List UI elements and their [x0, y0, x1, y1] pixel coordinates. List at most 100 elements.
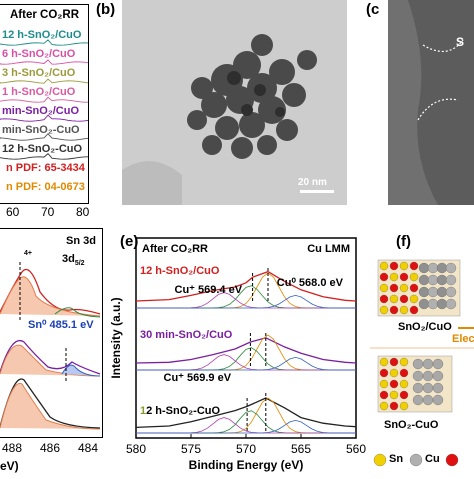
atom-bottom-sn-47: [399, 390, 409, 400]
scale-bar: [300, 190, 334, 193]
atom-top-sn-13: [389, 294, 399, 304]
panel-e-annotation-0: Cu⁺ 569.4 eV: [175, 284, 243, 296]
panel-e-component-0-2: [136, 292, 356, 309]
panel-e-component-2-3: [136, 419, 356, 434]
panel-e-letter: (e): [120, 233, 139, 250]
panel-e-ylabel: Intensity (a.u.): [109, 297, 123, 378]
atom-top-cu-20: [418, 262, 430, 274]
atom-bottom-cu-53: [432, 358, 444, 370]
panel-d-frame: [0, 228, 103, 438]
atom-top-sn-8: [379, 283, 389, 293]
atom-top-sn-15: [409, 294, 419, 304]
panel-d-spectra: [0, 262, 101, 430]
atom-bottom-cu-55: [422, 370, 434, 382]
panel-e-component-2-2: [136, 417, 356, 434]
atom-bottom-sn-41: [399, 368, 409, 378]
atom-top-cu-32: [418, 298, 430, 310]
panel-a-label-7: n PDF: 65-3434: [6, 162, 85, 174]
panel-d-peak-text: 3d: [62, 253, 75, 265]
panel-e-sample-1: 30 min-SnO₂/CuO: [140, 329, 233, 341]
panel-d-peak-sub: 5/2: [74, 260, 85, 268]
panel-f: SnO₂/CuO SnO₂-CuO Elect Sn Cu: [370, 252, 474, 474]
atom-top-sn-0: [379, 261, 389, 271]
panel-a-label-6: 12 h-SnO₂-CuO: [2, 143, 83, 155]
panel-a-label-0: 12 h-SnO₂/CuO: [2, 29, 82, 41]
panel-a: After CO₂RR 12 h-SnO₂/CuO 6 h-SnO₂/CuO 3 h…: [0, 0, 90, 218]
atom-bottom-sn-48: [379, 401, 389, 411]
panel-e-x-tick-2: 570: [236, 442, 256, 456]
panel-e: 580 575 570 565 560 Binding Energy (eV) Intens…: [106, 228, 376, 474]
panel-d-header: Sn 3d: [66, 235, 96, 247]
atom-top-cu-25: [427, 274, 439, 286]
atom-bottom-cu-51: [412, 358, 424, 370]
panel-e-sample-0: 12 h-SnO₂/CuO: [140, 265, 220, 277]
atom-top-sn-3: [409, 261, 419, 271]
panel-b-letter: (b): [96, 1, 116, 18]
panel-e-component-1-3: [136, 356, 356, 371]
atom-top-sn-18: [399, 305, 409, 315]
panel-a-label-5: min-SnO₂-CuO: [2, 124, 80, 136]
tem-particles: [122, 0, 347, 205]
atom-bottom-sn-49: [389, 401, 399, 411]
atom-bottom-cu-52: [422, 358, 434, 370]
atom-bottom-sn-36: [379, 357, 389, 367]
panel-e-annotation-1: Cu⁰ 568.0 eV: [277, 277, 344, 289]
panel-a-label-4: min-SnO₂/CuO: [2, 105, 79, 117]
panel-a-label-3: 1 h-SnO₂/CuO: [2, 86, 76, 98]
panel-a-trace-2: [0, 78, 88, 84]
atom-top-sn-16: [379, 305, 389, 315]
panel-d-x-unit: eV): [0, 459, 19, 473]
atom-top-cu-28: [418, 286, 430, 298]
atom-top-sn-12: [379, 294, 389, 304]
panel-e-sample-2: 12 h-SnO₂-CuO: [140, 405, 221, 417]
hrtem-overlay-label: S: [456, 35, 465, 49]
panel-e-series-2: [135, 397, 357, 429]
panel-e-x-tick-0: 580: [126, 442, 146, 456]
atom-bottom-cu-60: [412, 394, 424, 406]
atom-top-sn-14: [399, 294, 409, 304]
atom-top-cu-31: [445, 286, 457, 298]
panel-a-trace-3: [0, 96, 88, 103]
legend-atom-1: [409, 453, 423, 467]
legend-label-1: Cu: [425, 453, 440, 465]
atom-bottom-sn-39: [379, 368, 389, 378]
atom-top-cu-34: [436, 298, 448, 310]
atom-bottom-sn-40: [389, 368, 399, 378]
panel-a-trace-6: [0, 152, 88, 160]
electron-side-text: Elect: [452, 333, 474, 345]
atom-top-sn-5: [389, 272, 399, 282]
model-top-label: SnO₂/CuO: [398, 321, 452, 333]
atom-bottom-sn-45: [379, 390, 389, 400]
atom-top-cu-35: [445, 298, 457, 310]
atom-top-sn-6: [399, 272, 409, 282]
panel-d-peak-label-top: 4+: [24, 250, 32, 257]
hrtem-lattice: [388, 0, 474, 205]
panel-a-title: After CO₂RR: [10, 9, 79, 21]
panel-a-x-tick-2: 80: [76, 205, 90, 219]
panel-d-peak-label: 3d5/2: [62, 253, 85, 268]
atom-top-cu-21: [427, 262, 439, 274]
panel-e-x-tick-1: 575: [181, 442, 201, 456]
panel-f-letter: (f): [396, 233, 411, 250]
panel-a-traces: [0, 39, 88, 160]
atom-bottom-cu-58: [422, 382, 434, 394]
atom-top-sn-9: [389, 283, 399, 293]
atom-top-cu-27: [445, 274, 457, 286]
panel-e-annotation-2: Cu⁺ 569.9 eV: [164, 372, 232, 384]
panel-a-x-tick-1: 70: [41, 205, 55, 219]
atom-top-sn-7: [409, 272, 419, 282]
panel-e-spectrum: Cu LMM: [307, 243, 350, 255]
atom-top-cu-26: [436, 274, 448, 286]
panel-a-trace-1: [0, 59, 88, 65]
legend-atom-2: [445, 453, 459, 467]
panel-e-component-0-3: [136, 294, 356, 309]
panel-d-x-tick-0: 488: [2, 441, 23, 455]
atom-top-sn-1: [389, 261, 399, 271]
atom-top-cu-23: [445, 262, 457, 274]
atom-top-cu-30: [436, 286, 448, 298]
atom-bottom-sn-44: [399, 379, 409, 389]
atom-bottom-sn-42: [379, 379, 389, 389]
atom-top-sn-2: [399, 261, 409, 271]
panel-e-chart: 580 575 570 565 560 Binding Energy (eV) Intens…: [109, 237, 366, 472]
atom-bottom-cu-62: [432, 394, 444, 406]
